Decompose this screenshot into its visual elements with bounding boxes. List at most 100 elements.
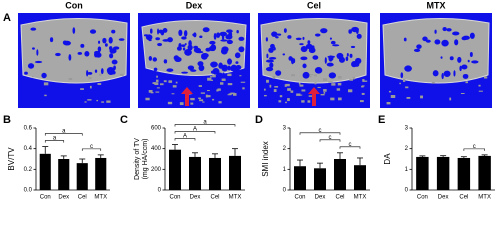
trabecula — [338, 97, 342, 101]
trabecula — [200, 92, 205, 94]
trabecula — [362, 79, 365, 82]
trabecula — [361, 92, 365, 95]
pore — [62, 40, 68, 45]
pore — [102, 37, 107, 44]
y-tick-label: 0.6 — [24, 126, 33, 132]
trabecula — [298, 82, 301, 85]
y-tick-label: 400 — [151, 146, 162, 152]
pore — [24, 71, 28, 75]
image-title: MTX — [427, 0, 446, 10]
y-tick-label: 0 — [158, 188, 162, 194]
trabecula — [274, 86, 279, 88]
x-tick-label: Dex — [438, 195, 449, 201]
trabecula — [227, 73, 232, 77]
trabecula — [406, 96, 411, 99]
pore — [145, 34, 153, 41]
pore — [236, 30, 239, 34]
pore — [199, 35, 203, 39]
trabecula — [150, 92, 154, 94]
trabecula — [264, 94, 267, 97]
trabecula — [338, 75, 342, 79]
bar — [416, 156, 429, 190]
trabecula — [314, 82, 317, 85]
significance-bracket — [44, 140, 65, 143]
trabecula — [190, 97, 195, 101]
pore — [113, 46, 120, 50]
trabecula — [206, 95, 211, 98]
trabecula — [212, 74, 216, 78]
trabecula — [227, 94, 232, 96]
trabecula — [202, 101, 205, 103]
pore — [467, 59, 470, 63]
x-tick-label: Con — [417, 195, 428, 201]
trabecula — [205, 94, 208, 98]
pore — [152, 57, 157, 62]
trabecula — [228, 93, 232, 95]
trabecula — [483, 76, 488, 79]
arrow — [308, 87, 320, 106]
pore — [155, 37, 160, 41]
trabecula — [308, 95, 313, 97]
bar — [76, 163, 88, 190]
pore — [158, 29, 164, 34]
bar — [334, 159, 346, 190]
pore — [345, 56, 349, 61]
significance-label: c — [90, 144, 93, 150]
pore — [212, 71, 220, 75]
pore — [238, 36, 245, 41]
trabecula — [220, 82, 224, 85]
trabecula — [239, 75, 242, 77]
trabecula — [207, 77, 212, 81]
pore — [153, 67, 158, 72]
x-tick-label: MTX — [229, 195, 242, 201]
pore — [234, 52, 241, 59]
trabecula — [216, 89, 219, 92]
y-tick-label: 0 — [405, 188, 409, 194]
x-tick-label: Dex — [58, 195, 69, 201]
pore — [49, 37, 54, 43]
trabecula — [290, 90, 294, 93]
image-title: Con — [65, 0, 83, 10]
trabecula — [309, 74, 314, 76]
pore — [72, 27, 76, 34]
pore — [457, 56, 462, 63]
trabecula — [352, 76, 355, 80]
trabecula — [119, 73, 124, 76]
pore — [100, 68, 104, 75]
trabecula — [299, 84, 304, 87]
significance-bracket — [174, 124, 236, 127]
pore — [87, 71, 93, 75]
pore — [269, 56, 277, 60]
trabecula — [101, 101, 105, 103]
pore — [181, 44, 186, 47]
pore — [440, 56, 443, 59]
pore — [97, 46, 102, 52]
pore — [442, 27, 447, 32]
trabecula — [420, 95, 424, 99]
pore — [272, 31, 275, 37]
trabecula — [405, 86, 409, 89]
pore — [181, 36, 187, 40]
pore — [312, 55, 319, 60]
pore — [198, 64, 205, 72]
trabecula — [80, 88, 84, 90]
pore — [163, 59, 168, 64]
pore — [403, 37, 407, 42]
trabecula — [212, 98, 215, 101]
pore — [148, 55, 153, 61]
pore — [220, 39, 228, 42]
pore — [462, 35, 470, 40]
pore — [449, 56, 454, 61]
pore — [193, 32, 197, 38]
pore — [193, 47, 202, 53]
x-tick-label: Dex — [315, 195, 326, 201]
bar — [457, 157, 471, 190]
trabecula — [359, 100, 364, 103]
x-tick-label: Dex — [190, 195, 201, 201]
significance-label: a — [203, 120, 207, 126]
y-tick-label: 3 — [283, 126, 287, 132]
trabecula — [361, 85, 365, 87]
y-tick-label: 3 — [405, 126, 409, 132]
pore — [266, 53, 269, 59]
pore — [416, 44, 422, 49]
